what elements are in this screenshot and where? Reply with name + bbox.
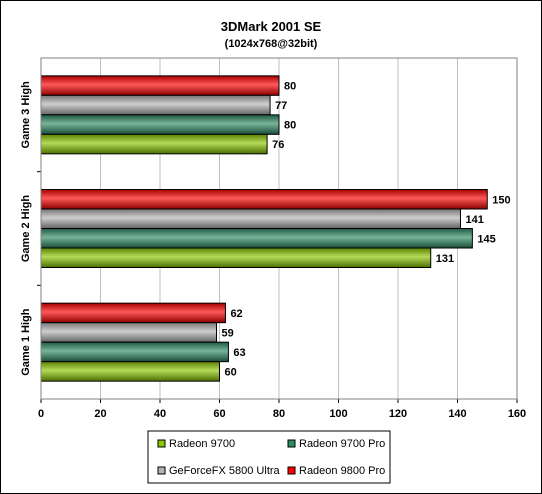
data-label: 77 (275, 100, 287, 112)
x-tick-label: 120 (389, 408, 407, 420)
data-label: 80 (284, 81, 296, 93)
data-label: 145 (477, 233, 495, 245)
data-label: 59 (222, 327, 234, 339)
data-label: 131 (436, 253, 454, 265)
legend-box (147, 430, 391, 484)
x-tick-label: 80 (273, 408, 285, 420)
legend: Radeon 9700 Radeon 9700 Pro GeForceFX 5800… (147, 430, 391, 484)
chart-subtitle: (1024x768@32bit) (225, 38, 318, 50)
x-tick-label: 40 (154, 408, 166, 420)
x-tick-label: 0 (38, 408, 44, 420)
x-tick-label: 20 (94, 408, 106, 420)
category-label: Game 3 High (20, 81, 32, 149)
x-tick-label: 140 (448, 408, 466, 420)
data-label: 141 (465, 214, 483, 226)
bar (40, 247, 432, 268)
legend-swatch (157, 439, 166, 448)
bar (40, 114, 280, 135)
data-label: 60 (225, 366, 237, 378)
category-label: Game 2 High (20, 195, 32, 263)
bar (40, 189, 488, 210)
data-label: 76 (272, 139, 284, 151)
data-label: 63 (233, 347, 245, 359)
bar (40, 302, 226, 324)
category-label: Game 1 High (20, 308, 32, 376)
legend-label: GeForceFX 5800 Ultra (169, 465, 281, 477)
legend-label: Radeon 9800 Pro (299, 465, 385, 477)
bar (40, 322, 218, 343)
chart-title: 3DMark 2001 SE (221, 19, 322, 34)
x-tick-label: 60 (213, 408, 225, 420)
bar (40, 94, 271, 116)
x-tick-label: 160 (508, 408, 526, 420)
bar (40, 341, 229, 363)
legend-swatch (287, 466, 296, 475)
legend-label: Radeon 9700 Pro (299, 438, 385, 450)
legend-swatch (287, 439, 296, 448)
bar (40, 133, 268, 155)
data-label: 150 (492, 194, 510, 206)
legend-label: Radeon 9700 (169, 438, 235, 450)
x-tick-label: 100 (329, 408, 347, 420)
plot-border (40, 57, 518, 400)
bar (40, 361, 220, 382)
data-label: 62 (230, 308, 242, 320)
bar (40, 75, 280, 96)
bar (40, 208, 461, 229)
legend-swatch (157, 466, 166, 475)
bar (40, 228, 473, 249)
data-label: 80 (284, 120, 296, 132)
